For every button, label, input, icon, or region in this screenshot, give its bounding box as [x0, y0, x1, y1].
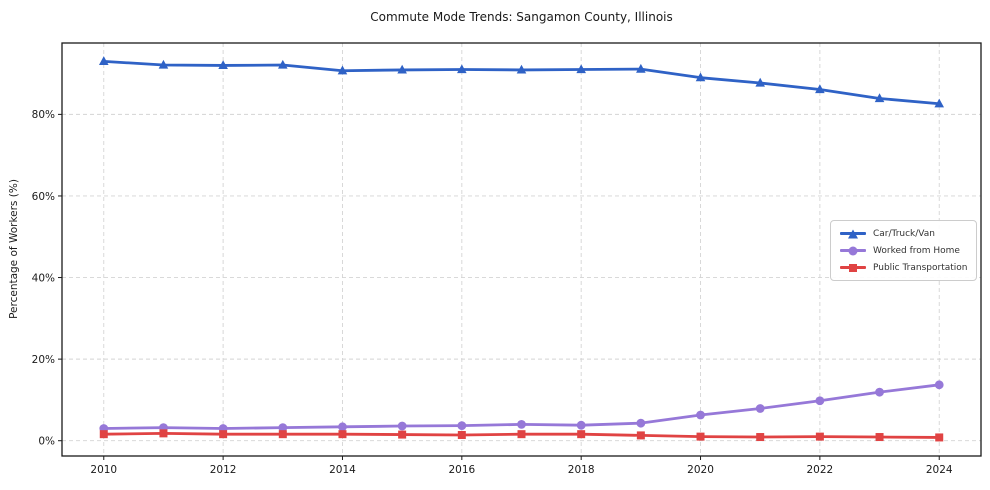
- legend-line-circle-icon: [840, 245, 866, 256]
- legend: Car/Truck/Van Worked from Home Public Tr…: [830, 220, 978, 281]
- marker-circle-worked-from-home: [755, 404, 765, 413]
- marker-square-public-transportation: [935, 433, 944, 442]
- marker-triangle-car-truck-van: [277, 59, 288, 69]
- marker-triangle-car-truck-van: [874, 93, 885, 103]
- marker-square-public-transportation: [517, 430, 526, 439]
- marker-triangle-car-truck-van: [516, 64, 527, 74]
- marker-square-public-transportation: [696, 432, 705, 441]
- triangle-marker-icon: [848, 229, 858, 238]
- marker-square-public-transportation: [99, 430, 108, 439]
- legend-label-car-truck-van: Car/Truck/Van: [873, 228, 935, 239]
- marker-circle-worked-from-home: [397, 421, 407, 431]
- marker-circle-worked-from-home: [576, 420, 586, 430]
- plot-border: [61, 42, 982, 457]
- marker-square-public-transportation: [159, 429, 168, 438]
- marker-square-public-transportation: [278, 430, 287, 439]
- legend-item-public-transportation: Public Transportation: [840, 260, 967, 275]
- marker-triangle-car-truck-van: [98, 56, 109, 65]
- marker-square-public-transportation: [398, 430, 407, 439]
- x-tick-label: 2020: [687, 464, 714, 476]
- legend-item-worked-from-home: Worked from Home: [840, 243, 967, 258]
- x-tick-label: 2014: [329, 464, 356, 476]
- marker-triangle-car-truck-van: [636, 63, 646, 73]
- x-tick-label: 2018: [568, 464, 595, 476]
- marker-triangle-car-truck-van: [576, 64, 586, 74]
- legend-label-worked-from-home: Worked from Home: [873, 245, 960, 256]
- x-tick-label: 2010: [90, 464, 117, 476]
- marker-triangle-car-truck-van: [934, 98, 945, 108]
- legend-line-square-icon: [840, 262, 866, 273]
- y-tick-label: 60%: [32, 191, 55, 203]
- marker-circle-worked-from-home: [457, 421, 467, 431]
- marker-triangle-car-truck-van: [397, 64, 407, 74]
- marker-circle-worked-from-home: [636, 418, 646, 428]
- legend-item-car-truck-van: Car/Truck/Van: [840, 226, 967, 241]
- marker-square-public-transportation: [756, 433, 765, 442]
- x-tick-label: 2016: [448, 464, 475, 476]
- marker-triangle-car-truck-van: [815, 84, 825, 94]
- marker-circle-worked-from-home: [338, 422, 347, 432]
- marker-square-public-transportation: [219, 430, 228, 439]
- marker-triangle-car-truck-van: [158, 59, 169, 69]
- chart-title: Commute Mode Trends: Sangamon County, Il…: [370, 10, 673, 24]
- marker-triangle-car-truck-van: [755, 77, 766, 87]
- y-tick-label: 80%: [32, 109, 55, 121]
- marker-square-public-transportation: [636, 431, 645, 440]
- marker-circle-worked-from-home: [815, 396, 825, 406]
- marker-square-public-transportation: [875, 433, 884, 442]
- marker-triangle-car-truck-van: [457, 64, 467, 74]
- legend-line-triangle-icon: [840, 228, 866, 239]
- marker-square-public-transportation: [815, 432, 824, 441]
- marker-circle-worked-from-home: [875, 387, 884, 397]
- square-marker-icon: [849, 263, 857, 272]
- marker-triangle-car-truck-van: [695, 72, 706, 82]
- marker-square-public-transportation: [577, 430, 586, 439]
- legend-label-public-transportation: Public Transportation: [873, 262, 968, 273]
- marker-circle-worked-from-home: [517, 419, 526, 429]
- circle-marker-icon: [848, 246, 858, 255]
- marker-square-public-transportation: [457, 430, 466, 439]
- marker-circle-worked-from-home: [696, 410, 705, 420]
- y-tick-label: 20%: [32, 354, 55, 366]
- x-tick-label: 2022: [807, 464, 834, 476]
- y-tick-label: 0%: [38, 436, 55, 448]
- marker-triangle-car-truck-van: [218, 60, 228, 70]
- x-tick-label: 2012: [210, 464, 237, 476]
- marker-circle-worked-from-home: [278, 423, 288, 433]
- marker-triangle-car-truck-van: [337, 65, 348, 75]
- marker-square-public-transportation: [338, 430, 347, 439]
- marker-circle-worked-from-home: [934, 380, 944, 390]
- y-tick-label: 40%: [32, 272, 55, 284]
- x-tick-label: 2024: [926, 464, 953, 476]
